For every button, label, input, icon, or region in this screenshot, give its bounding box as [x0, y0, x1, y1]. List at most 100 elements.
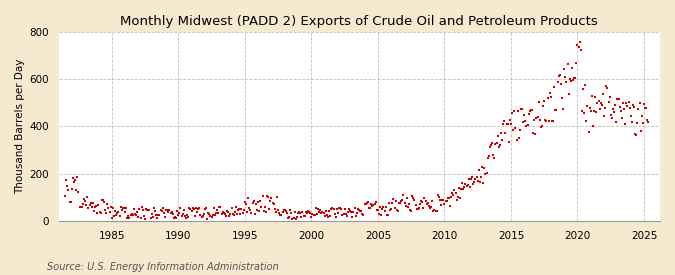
Point — [383, 212, 394, 217]
Point — [472, 179, 483, 184]
Point — [115, 205, 126, 209]
Point — [464, 177, 475, 182]
Point — [290, 216, 301, 221]
Point — [501, 122, 512, 126]
Point — [378, 205, 389, 210]
Point — [605, 113, 616, 117]
Point — [71, 188, 82, 192]
Point — [524, 109, 535, 113]
Point — [134, 207, 145, 211]
Point — [482, 156, 493, 160]
Point — [552, 79, 563, 84]
Point — [409, 198, 420, 202]
Point — [76, 205, 86, 210]
Point — [194, 206, 205, 210]
Point — [171, 209, 182, 213]
Point — [340, 207, 350, 212]
Point — [613, 96, 624, 101]
Point — [373, 208, 383, 212]
Point — [361, 201, 372, 205]
Point — [583, 130, 594, 134]
Point — [376, 212, 387, 217]
Point — [602, 85, 613, 90]
Point — [386, 207, 397, 212]
Point — [227, 212, 238, 216]
Point — [93, 203, 104, 208]
Point — [566, 79, 576, 83]
Point — [618, 101, 628, 106]
Point — [219, 211, 230, 216]
Point — [507, 111, 518, 116]
Point — [523, 111, 534, 116]
Point — [516, 107, 527, 111]
Point — [632, 121, 643, 126]
Point — [156, 209, 167, 213]
Point — [261, 210, 271, 214]
Point — [346, 210, 356, 214]
Point — [171, 216, 182, 221]
Point — [212, 208, 223, 213]
Point — [355, 209, 366, 213]
Point — [74, 204, 85, 209]
Point — [640, 106, 651, 110]
Point — [514, 128, 525, 132]
Point — [271, 195, 282, 199]
Point — [197, 214, 208, 218]
Point — [392, 208, 403, 213]
Point — [317, 210, 328, 214]
Point — [238, 208, 249, 213]
Point — [216, 212, 227, 216]
Point — [293, 211, 304, 216]
Point — [350, 214, 361, 218]
Point — [186, 209, 197, 213]
Point — [248, 199, 259, 203]
Point — [606, 116, 617, 120]
Point — [202, 210, 213, 215]
Point — [603, 100, 614, 104]
Point — [362, 200, 373, 204]
Point — [124, 216, 135, 220]
Point — [104, 210, 115, 214]
Point — [578, 87, 589, 91]
Point — [187, 206, 198, 211]
Point — [506, 122, 516, 126]
Point — [342, 210, 353, 214]
Point — [497, 122, 508, 126]
Point — [345, 209, 356, 213]
Point — [314, 209, 325, 214]
Point — [431, 209, 442, 213]
Point — [329, 212, 340, 216]
Point — [554, 73, 565, 77]
Point — [321, 208, 331, 213]
Point — [300, 209, 311, 214]
Point — [404, 202, 414, 207]
Point — [373, 211, 384, 216]
Point — [190, 206, 201, 210]
Point — [609, 110, 620, 115]
Point — [285, 208, 296, 212]
Point — [571, 61, 582, 65]
Point — [562, 62, 573, 66]
Point — [585, 109, 596, 114]
Point — [302, 208, 313, 213]
Point — [183, 214, 194, 219]
Point — [541, 119, 552, 123]
Point — [226, 205, 237, 210]
Point — [128, 207, 139, 211]
Point — [163, 210, 173, 214]
Point — [114, 214, 125, 219]
Point — [262, 194, 273, 199]
Point — [466, 174, 477, 179]
Point — [302, 210, 313, 215]
Point — [437, 198, 448, 202]
Point — [457, 181, 468, 185]
Point — [485, 145, 495, 149]
Point — [490, 142, 501, 146]
Point — [375, 205, 385, 209]
Point — [247, 200, 258, 205]
Point — [616, 116, 627, 120]
Point — [130, 212, 140, 217]
Point — [267, 201, 278, 206]
Point — [488, 153, 499, 158]
Point — [200, 206, 211, 211]
